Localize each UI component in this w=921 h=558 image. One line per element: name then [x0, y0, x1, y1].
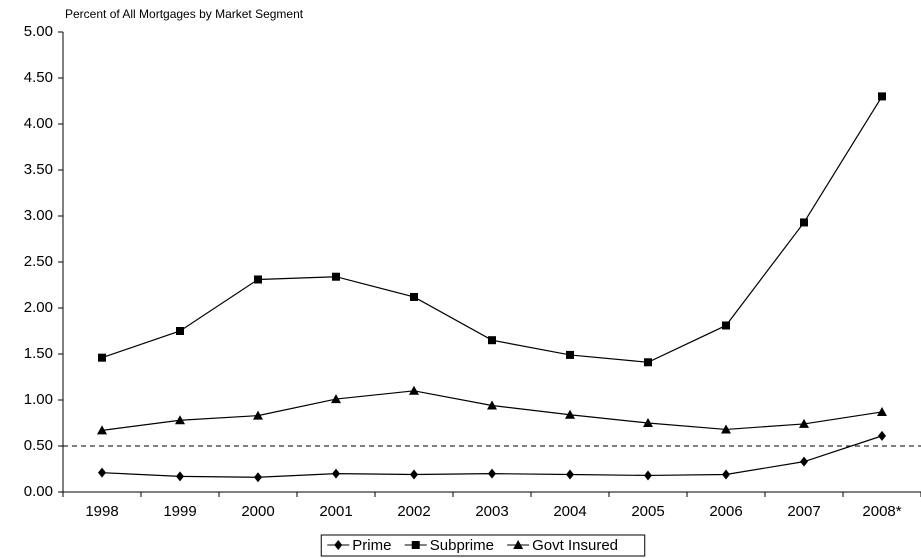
- y-tick-label: 1.00: [24, 391, 53, 408]
- marker: [98, 467, 106, 478]
- series-line: [101, 390, 883, 431]
- marker: [878, 92, 886, 101]
- x-tick-label: 1998: [85, 503, 118, 520]
- x-tick-label: 2002: [397, 503, 430, 520]
- legend-label: Prime: [352, 537, 391, 554]
- y-tick-label: 3.50: [24, 161, 53, 178]
- marker: [800, 218, 808, 227]
- marker: [800, 456, 808, 467]
- marker: [331, 394, 341, 404]
- marker: [721, 424, 731, 434]
- marker: [644, 358, 652, 367]
- marker: [332, 272, 340, 281]
- x-tick-label: 2005: [631, 503, 664, 520]
- marker: [410, 469, 418, 480]
- marker: [566, 469, 574, 480]
- marker: [722, 321, 730, 330]
- legend-box: [320, 534, 646, 557]
- y-tick-label: 0.00: [24, 483, 53, 500]
- x-tick-label: 2001: [319, 503, 352, 520]
- marker: [334, 540, 343, 550]
- y-tick-label: 2.50: [24, 253, 53, 270]
- marker: [878, 430, 886, 441]
- x-tick-label: 2007: [787, 503, 820, 520]
- marker: [411, 541, 420, 549]
- marker: [98, 353, 106, 362]
- series-line: [101, 96, 883, 363]
- marker: [643, 418, 653, 427]
- chart-title: Percent of All Mortgages by Market Segme…: [65, 7, 304, 21]
- legend-label: Subprime: [430, 537, 494, 554]
- marker: [565, 409, 575, 419]
- x-tick-label: 2006: [709, 503, 742, 520]
- marker: [513, 540, 524, 549]
- y-tick-label: 0.50: [24, 437, 53, 454]
- marker: [877, 406, 887, 416]
- marker: [487, 400, 497, 410]
- x-tick-label: 2004: [553, 503, 586, 520]
- y-tick-label: 1.50: [24, 345, 53, 362]
- y-tick-label: 4.50: [24, 69, 53, 86]
- x-tick-label: 2000: [241, 503, 274, 520]
- x-tick-label: 2008*: [862, 503, 901, 520]
- legend: Prime Subprime Govt Insured: [320, 534, 646, 557]
- legend-label: Govt Insured: [532, 537, 618, 554]
- marker: [566, 350, 574, 359]
- y-tick-label: 4.00: [24, 115, 53, 132]
- marker: [410, 292, 418, 301]
- marker: [409, 385, 419, 395]
- marker: [332, 468, 340, 479]
- x-tick-label: 2003: [475, 503, 508, 520]
- x-tick-label: 1999: [163, 503, 196, 520]
- marker: [97, 425, 107, 435]
- marker: [799, 418, 809, 428]
- marker: [488, 468, 496, 479]
- marker: [488, 336, 496, 345]
- marker: [176, 471, 184, 482]
- marker: [644, 470, 652, 481]
- marker: [254, 472, 262, 483]
- y-tick-label: 5.00: [24, 23, 53, 40]
- marker: [176, 327, 184, 335]
- marker: [254, 275, 262, 284]
- marker: [175, 415, 185, 425]
- y-tick-label: 2.00: [24, 299, 53, 316]
- marker: [722, 469, 730, 480]
- marker: [253, 410, 263, 420]
- y-tick-label: 3.00: [24, 207, 53, 224]
